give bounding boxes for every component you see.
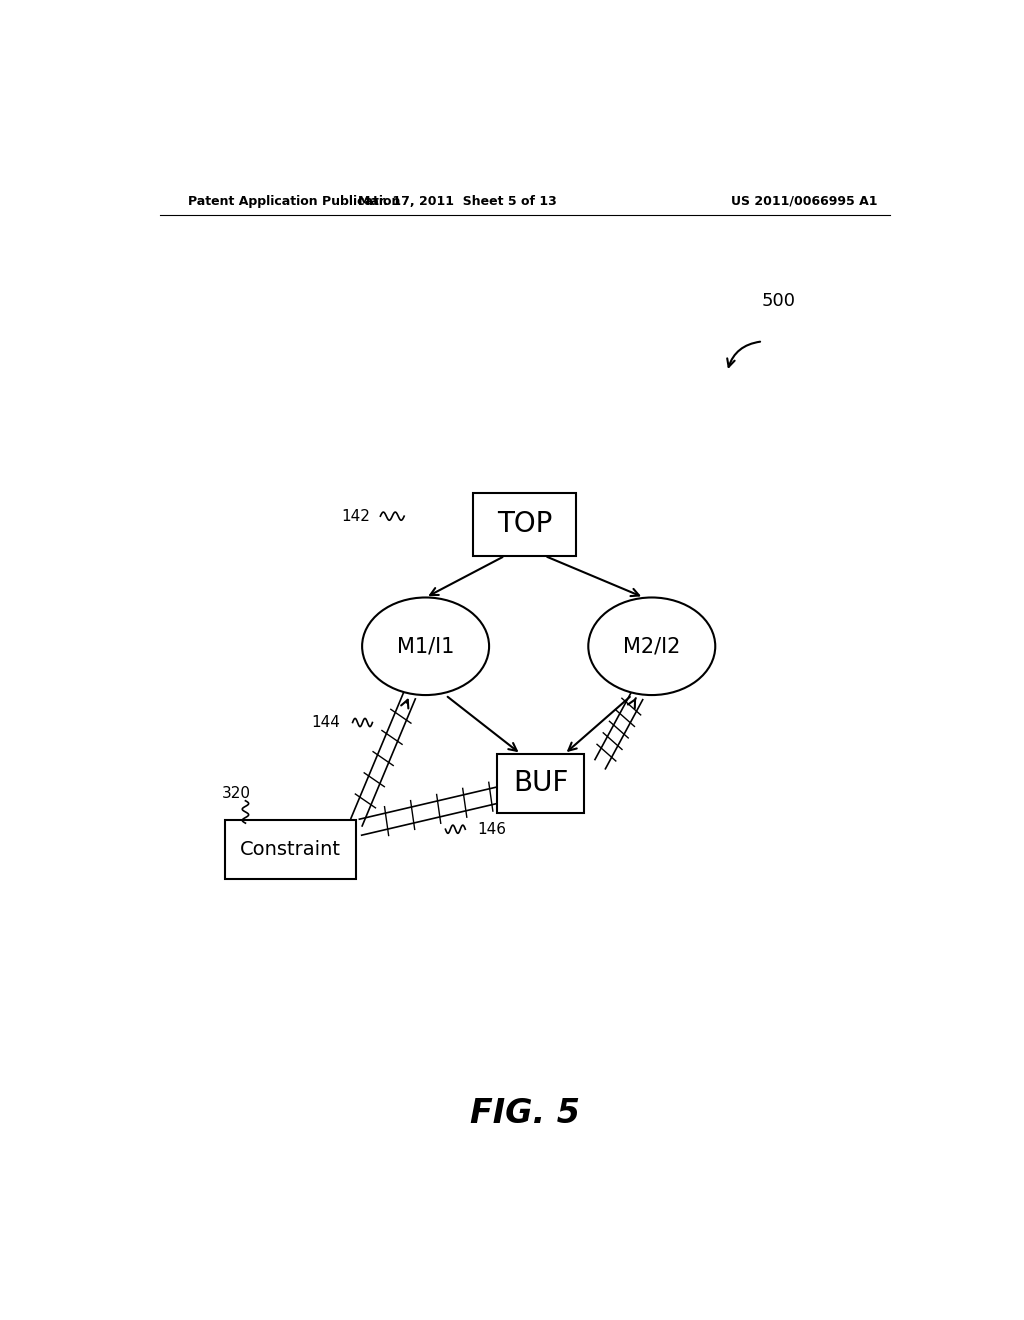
Text: US 2011/0066995 A1: US 2011/0066995 A1	[731, 194, 878, 207]
Text: FIG. 5: FIG. 5	[470, 1097, 580, 1130]
Text: 320: 320	[221, 787, 251, 801]
Text: 142: 142	[341, 508, 370, 524]
Text: 500: 500	[762, 292, 796, 310]
Text: M2/I2: M2/I2	[623, 636, 681, 656]
Text: Constraint: Constraint	[241, 840, 341, 859]
Text: Patent Application Publication: Patent Application Publication	[187, 194, 400, 207]
Text: 146: 146	[477, 822, 506, 837]
Ellipse shape	[588, 598, 716, 696]
Text: BUF: BUF	[513, 770, 568, 797]
Text: Mar. 17, 2011  Sheet 5 of 13: Mar. 17, 2011 Sheet 5 of 13	[358, 194, 557, 207]
Text: 144: 144	[312, 715, 341, 730]
FancyBboxPatch shape	[225, 820, 356, 879]
FancyBboxPatch shape	[473, 492, 577, 556]
Text: M1/I1: M1/I1	[397, 636, 455, 656]
FancyBboxPatch shape	[497, 754, 585, 813]
Text: TOP: TOP	[497, 511, 553, 539]
Ellipse shape	[362, 598, 489, 696]
